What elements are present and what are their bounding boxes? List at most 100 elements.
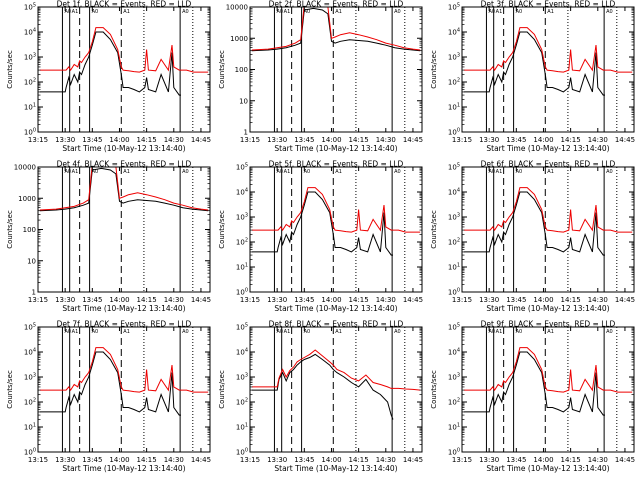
- x-tick-label: 14:30: [164, 136, 184, 144]
- y-tick-label: 101: [448, 423, 460, 432]
- attenuator-mark: A0: [488, 9, 495, 15]
- x-tick-label: 13:30: [479, 296, 499, 304]
- plot-frame: [249, 326, 423, 453]
- y-tick-label: 101: [448, 103, 460, 112]
- y-tick-label: 105: [448, 323, 460, 332]
- attenuator-mark: A0: [488, 169, 495, 175]
- x-tick-label: 14:30: [164, 296, 184, 304]
- attenuator-mark: A0: [64, 9, 71, 15]
- x-tick-label: 13:45: [82, 456, 102, 464]
- y-tick-label: 100: [236, 448, 248, 457]
- y-axis-label: Counts/sec: [430, 50, 438, 89]
- attenuator-mark: A0: [304, 9, 311, 15]
- x-tick-label: 13:15: [452, 296, 472, 304]
- y-tick-label: 104: [236, 188, 248, 197]
- x-tick-label: 13:30: [55, 136, 75, 144]
- attenuator-mark: A0: [64, 329, 71, 335]
- x-tick-label: 14:45: [403, 456, 423, 464]
- attenuator-mark: A1: [335, 329, 342, 335]
- y-tick-label: 102: [448, 398, 460, 407]
- y-tick-label: 101: [24, 423, 36, 432]
- x-tick-label: 13:15: [240, 296, 260, 304]
- attenuator-mark: A1: [284, 9, 291, 15]
- x-tick-label: 13:45: [294, 136, 314, 144]
- x-axis-label: Start Time (10-May-12 13:14:40): [62, 304, 185, 313]
- attenuator-mark: A1: [496, 329, 503, 335]
- plot-frame: [461, 166, 635, 293]
- y-tick-label: 104: [24, 28, 36, 37]
- panel-title: Det 1f, BLACK = Events, RED = LLD: [57, 0, 192, 9]
- x-tick-label: 13:30: [267, 456, 287, 464]
- x-tick-label: 14:15: [561, 456, 581, 464]
- attenuator-mark: A0: [304, 169, 311, 175]
- x-tick-label: 14:45: [403, 136, 423, 144]
- attenuator-mark: A1: [123, 9, 130, 15]
- x-tick-label: 14:00: [321, 296, 341, 304]
- panel-title: Det 7f, BLACK = Events, RED = LLD: [57, 320, 192, 329]
- y-tick-label: 100: [24, 128, 36, 137]
- y-tick-label: 101: [236, 263, 248, 272]
- x-axis-label: Start Time (10-May-12 13:14:40): [274, 304, 397, 313]
- x-tick-label: 14:45: [191, 296, 211, 304]
- y-tick-label: 101: [448, 263, 460, 272]
- attenuator-mark: A1: [335, 169, 342, 175]
- x-tick-label: 14:30: [588, 136, 608, 144]
- plot-frame: [249, 6, 423, 133]
- attenuator-mark: A0: [276, 169, 283, 175]
- attenuator-mark: A0: [488, 329, 495, 335]
- attenuator-mark: A0: [394, 329, 401, 335]
- y-tick-label: 1: [32, 289, 36, 297]
- y-tick-label: 102: [24, 78, 36, 87]
- x-tick-label: 13:30: [55, 296, 75, 304]
- y-tick-label: 105: [236, 323, 248, 332]
- series-events-line: [39, 351, 181, 416]
- series-events-line: [251, 191, 393, 256]
- y-tick-label: 1: [244, 129, 248, 137]
- x-tick-label: 13:15: [240, 136, 260, 144]
- series-events-line: [251, 7, 421, 52]
- x-axis-label: Start Time (10-May-12 13:14:40): [62, 144, 185, 153]
- x-tick-label: 13:45: [82, 296, 102, 304]
- y-tick-label: 1000: [230, 35, 248, 43]
- y-tick-label: 1000: [18, 195, 36, 203]
- y-tick-label: 10000: [226, 4, 248, 12]
- y-tick-label: 100: [448, 448, 460, 457]
- attenuator-mark: A0: [92, 169, 99, 175]
- attenuator-mark: A1: [496, 169, 503, 175]
- attenuator-mark: A1: [547, 169, 554, 175]
- panel-title: Det 9f, BLACK = Events, RED = LLD: [481, 320, 616, 329]
- x-tick-label: 13:15: [28, 296, 48, 304]
- x-tick-label: 14:45: [615, 456, 635, 464]
- x-tick-label: 14:45: [615, 296, 635, 304]
- y-tick-label: 100: [448, 288, 460, 297]
- y-tick-label: 103: [236, 373, 248, 382]
- y-tick-label: 100: [24, 448, 36, 457]
- series-events-line: [463, 191, 605, 256]
- y-tick-label: 104: [448, 348, 460, 357]
- attenuator-mark: A1: [123, 329, 130, 335]
- y-tick-label: 104: [448, 28, 460, 37]
- y-axis-label: Counts/sec: [6, 370, 14, 409]
- x-tick-label: 13:30: [479, 136, 499, 144]
- series-lld-line: [39, 27, 209, 73]
- x-tick-label: 14:30: [164, 456, 184, 464]
- y-tick-label: 105: [448, 163, 460, 172]
- x-tick-label: 14:45: [191, 136, 211, 144]
- attenuator-mark: A0: [516, 329, 523, 335]
- y-tick-label: 103: [448, 213, 460, 222]
- series-lld-line: [251, 349, 421, 391]
- x-tick-label: 13:15: [28, 136, 48, 144]
- y-tick-label: 103: [448, 53, 460, 62]
- x-tick-label: 14:30: [588, 296, 608, 304]
- x-axis-label: Start Time (10-May-12 13:14:40): [274, 144, 397, 153]
- attenuator-mark: A0: [304, 329, 311, 335]
- x-tick-label: 14:00: [321, 136, 341, 144]
- panel-title: Det 8f, BLACK = Events, RED = LLD: [269, 320, 404, 329]
- y-tick-label: 102: [236, 238, 248, 247]
- x-axis-label: Start Time (10-May-12 13:14:40): [274, 464, 397, 473]
- x-tick-label: 14:15: [137, 136, 157, 144]
- x-axis-label: Start Time (10-May-12 13:14:40): [486, 144, 609, 153]
